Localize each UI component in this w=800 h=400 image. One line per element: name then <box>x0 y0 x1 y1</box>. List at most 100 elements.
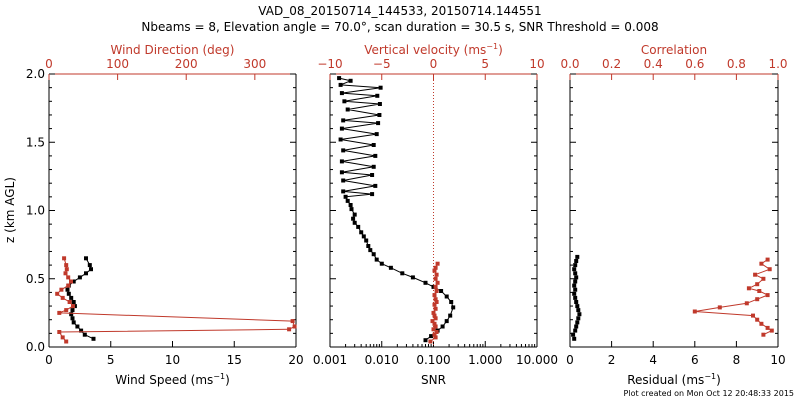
series-1-point <box>361 234 366 239</box>
series-2-point <box>64 263 69 268</box>
series-2-point <box>433 284 438 289</box>
series-1-point <box>348 78 353 83</box>
series-2-point <box>759 261 764 266</box>
series-2-point <box>428 339 433 344</box>
chart-title-line1: VAD_08_20150714_144533, 20150714.144551 <box>258 4 541 18</box>
series-1-point <box>572 291 577 296</box>
series-1-point <box>429 334 434 339</box>
series-1-point <box>366 244 371 248</box>
series-1-point <box>352 220 357 225</box>
series-1-point <box>364 238 369 243</box>
series-1-point <box>410 275 415 280</box>
x-top-tick-label: 0.4 <box>644 57 663 71</box>
x-top-label: Vertical velocity (ms−1) <box>364 42 503 57</box>
series-2-point <box>432 293 437 298</box>
x-top-tick-label: 10 <box>529 57 544 71</box>
series-1-point <box>379 261 384 266</box>
series-2-point <box>59 287 64 292</box>
x-bottom-tick-label: 10.000 <box>516 353 558 367</box>
series-1-point <box>70 316 75 321</box>
series-2-point <box>292 324 297 329</box>
x-bottom-label: Residual (ms−1) <box>627 372 721 387</box>
series-1-point <box>573 328 578 333</box>
series-1-point <box>573 263 578 268</box>
series-1-point <box>451 305 456 310</box>
x-top-label: Wind Direction (deg) <box>111 43 235 57</box>
series-2-point <box>744 301 749 306</box>
series-2-point <box>434 300 439 304</box>
series-1-point <box>400 271 405 276</box>
series-1-point <box>75 324 80 329</box>
series-2-point <box>433 297 438 302</box>
series-2-point <box>69 279 73 284</box>
x-bottom-label: Wind Speed (ms−1) <box>115 372 230 387</box>
series-1-point <box>573 279 578 284</box>
series-2-point <box>64 339 69 344</box>
series-1-point <box>574 259 579 263</box>
x-top-tick-label: −10 <box>317 57 342 71</box>
series-2-point <box>62 256 67 261</box>
series-2-point <box>755 317 760 322</box>
series-1-point <box>339 91 344 96</box>
x-bottom-tick-label: 4 <box>649 353 657 367</box>
series-2-point <box>431 327 436 332</box>
series-1-point <box>348 203 353 207</box>
series-1-point <box>577 312 582 317</box>
chart-title-line2: Nbeams = 8, Elevation angle = 70.0°, sca… <box>141 20 658 34</box>
series-1-point <box>338 137 343 142</box>
x-top-tick-label: −5 <box>373 57 391 71</box>
series-1-point <box>356 224 361 229</box>
series-1-point <box>378 85 383 90</box>
series-1-point <box>370 192 375 197</box>
series-2-point <box>57 330 62 334</box>
x-bottom-tick-label: 10 <box>770 353 785 367</box>
series-2-point <box>433 335 438 340</box>
x-top-tick-label: 0 <box>430 57 438 71</box>
y-tick-label: 2.0 <box>26 67 45 81</box>
x-top-tick-label: 0 <box>45 57 53 71</box>
series-2-point <box>64 267 69 272</box>
series-2-point <box>759 321 764 326</box>
series-2-point <box>71 304 75 309</box>
series-2-point <box>432 332 437 337</box>
series-2-point <box>67 300 72 304</box>
series-1-point <box>342 99 347 104</box>
series-2-point <box>64 308 69 313</box>
series-2-point <box>761 332 766 337</box>
series-2-point <box>433 276 438 281</box>
x-bottom-tick-label: 15 <box>227 353 242 367</box>
series-2-point <box>432 268 437 273</box>
series-2-point <box>433 265 438 270</box>
series-1-point <box>368 248 373 253</box>
series-2-point <box>765 325 770 330</box>
series-2-point <box>433 306 438 311</box>
series-1-point <box>388 265 393 270</box>
series-1-point <box>375 93 380 98</box>
x-bottom-tick-label: 5 <box>107 353 115 367</box>
y-tick-label: 1.5 <box>26 135 45 149</box>
series-2-point <box>435 280 440 285</box>
series-1-point <box>351 216 356 221</box>
x-top-tick-label: 300 <box>243 57 266 71</box>
x-bottom-tick-label: 0 <box>45 353 53 367</box>
series-1-point <box>575 304 580 309</box>
x-bottom-tick-label: 0.010 <box>365 353 399 367</box>
series-1-point <box>371 164 376 169</box>
series-2-point <box>765 257 770 262</box>
series-1-point <box>339 159 344 164</box>
series-1-point <box>87 263 92 268</box>
series-1-point <box>444 319 449 324</box>
x-bottom-label: SNR <box>421 373 446 387</box>
series-1-point <box>82 332 87 337</box>
x-top-tick-label: 200 <box>175 57 198 71</box>
series-1-point <box>349 207 354 212</box>
series-1-point <box>573 295 578 300</box>
y-axis-label: z (km AGL) <box>3 177 17 243</box>
x-bottom-tick-label: 6 <box>691 353 699 367</box>
series-1-point <box>66 291 71 296</box>
x-top-tick-label: 0.0 <box>560 57 579 71</box>
series-1-point <box>77 275 82 280</box>
x-top-tick-label: 5 <box>481 57 489 71</box>
x-bottom-tick-label: 0.001 <box>313 353 347 367</box>
